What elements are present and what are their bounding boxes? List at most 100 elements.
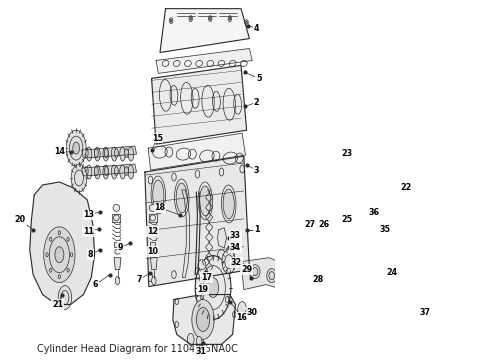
Text: 17: 17 [201,273,212,282]
Circle shape [66,130,86,166]
Polygon shape [82,146,137,158]
Ellipse shape [86,165,92,179]
Ellipse shape [120,165,125,179]
Circle shape [195,256,231,319]
Circle shape [207,278,219,298]
Text: 1: 1 [254,225,259,234]
Ellipse shape [376,188,396,196]
Ellipse shape [104,167,108,176]
Circle shape [151,276,156,285]
Text: 20: 20 [15,215,26,224]
Text: 29: 29 [241,265,252,274]
Circle shape [276,210,304,260]
Ellipse shape [385,217,393,227]
Text: 33: 33 [230,231,241,240]
Text: 27: 27 [304,220,316,229]
Text: 25: 25 [342,215,353,224]
Ellipse shape [376,166,396,174]
Ellipse shape [95,165,100,179]
Circle shape [286,228,294,242]
Text: 32: 32 [231,258,242,267]
Ellipse shape [103,147,109,161]
Circle shape [196,336,202,346]
Text: 11: 11 [83,227,94,236]
Text: 3: 3 [254,166,259,175]
Bar [149,214,157,222]
Circle shape [187,333,194,345]
Circle shape [196,307,210,332]
Circle shape [190,17,192,20]
Bar [343,255,388,302]
Circle shape [192,300,214,339]
Circle shape [171,19,172,22]
Ellipse shape [149,204,156,211]
Ellipse shape [218,250,225,260]
Text: 36: 36 [368,208,380,217]
Ellipse shape [124,149,128,158]
Polygon shape [82,164,137,176]
Ellipse shape [94,149,98,158]
Text: 16: 16 [237,313,247,322]
Ellipse shape [111,147,117,161]
Text: 23: 23 [342,149,353,158]
Text: 5: 5 [256,74,262,83]
Ellipse shape [111,165,117,179]
Ellipse shape [104,149,108,158]
Ellipse shape [284,273,294,287]
Circle shape [348,162,363,188]
Text: 24: 24 [386,268,397,277]
Polygon shape [156,49,252,73]
Ellipse shape [115,149,119,158]
Ellipse shape [223,189,234,219]
Text: 22: 22 [400,184,412,193]
Text: 14: 14 [54,147,65,156]
Ellipse shape [124,167,128,176]
Ellipse shape [199,274,205,282]
Polygon shape [145,156,249,287]
Text: 12: 12 [147,227,158,236]
Ellipse shape [103,165,109,179]
Circle shape [390,256,414,300]
Polygon shape [351,195,361,244]
Circle shape [222,250,235,274]
Polygon shape [150,258,157,270]
Circle shape [229,17,231,20]
Ellipse shape [128,147,134,161]
Ellipse shape [94,167,98,176]
Polygon shape [355,180,363,258]
Ellipse shape [300,276,310,291]
Polygon shape [241,258,319,300]
Bar [114,242,119,247]
Polygon shape [160,9,249,53]
Bar [150,242,155,247]
Ellipse shape [115,167,119,176]
Circle shape [352,240,361,256]
Polygon shape [182,190,190,278]
Text: 28: 28 [313,275,324,284]
Circle shape [71,164,87,192]
Text: 13: 13 [83,210,95,219]
Ellipse shape [84,167,88,176]
Circle shape [246,21,247,24]
Polygon shape [218,228,226,248]
Circle shape [394,264,410,292]
Text: 37: 37 [420,308,431,317]
Text: 4: 4 [254,24,259,33]
Ellipse shape [113,204,120,211]
Ellipse shape [198,260,206,270]
Circle shape [344,155,367,195]
Ellipse shape [376,177,396,185]
Ellipse shape [95,147,100,161]
Ellipse shape [376,199,396,207]
Ellipse shape [86,147,92,161]
Ellipse shape [120,147,125,161]
Circle shape [73,142,79,154]
Text: 19: 19 [197,285,209,294]
Circle shape [58,285,72,310]
Ellipse shape [176,183,187,213]
Ellipse shape [250,265,260,279]
Polygon shape [348,256,369,298]
Text: 8: 8 [87,250,93,259]
Ellipse shape [199,186,211,216]
Text: 10: 10 [147,247,158,256]
